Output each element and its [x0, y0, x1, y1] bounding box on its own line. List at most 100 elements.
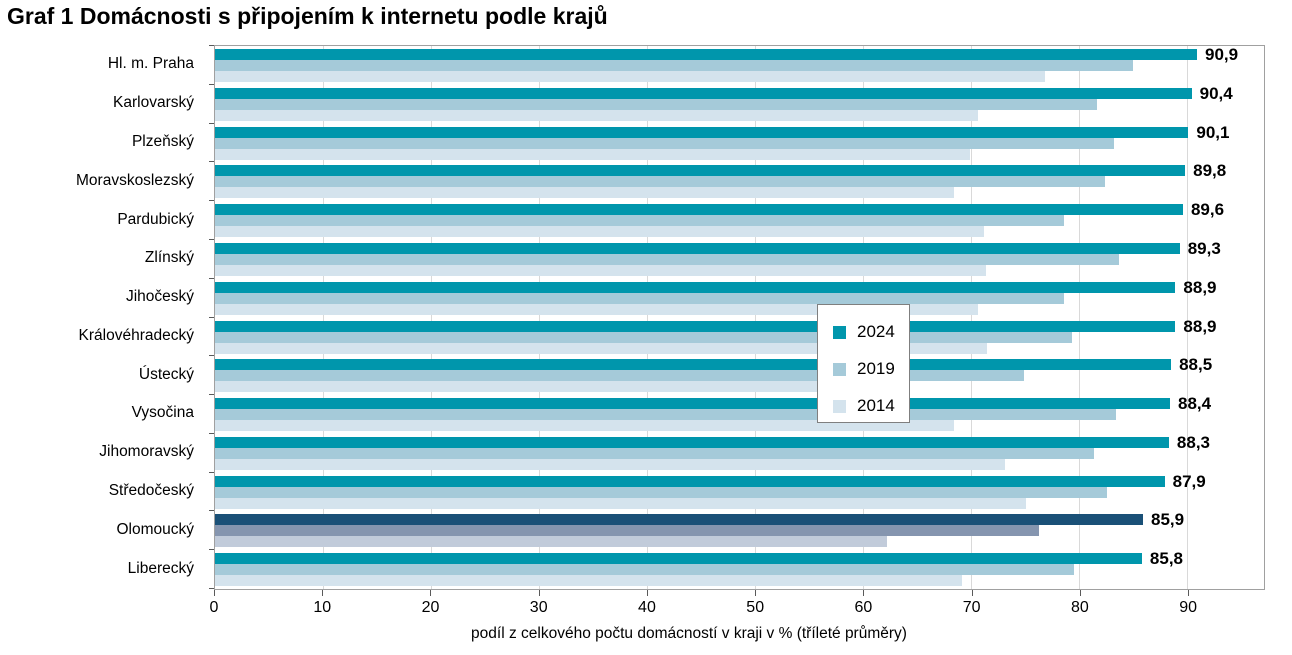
bar-2019-Karlovarský	[215, 98, 1097, 110]
bar-2019-Olomoucký	[215, 525, 1040, 537]
x-tick-label-40: 40	[638, 599, 656, 616]
gridline-70	[971, 46, 973, 589]
gridline-20	[431, 46, 433, 589]
value-label-Královéhradecký: 88,9	[1183, 316, 1217, 336]
value-label-Pardubický: 89,6	[1190, 200, 1225, 220]
value-label-Ústecký: 88,5	[1179, 355, 1213, 375]
x-tick-0	[214, 590, 215, 596]
bar-2014-Středočeský	[215, 497, 1027, 509]
value-label-Hl. m. Praha: 90,9	[1205, 45, 1239, 64]
y-axis-tick	[209, 510, 214, 512]
x-tick-label-60: 60	[854, 599, 873, 616]
y-axis-tick	[209, 394, 214, 396]
y-axis-label-Ústecký: Ústecký	[138, 365, 194, 383]
gridline-10	[323, 46, 325, 589]
x-tick-20	[430, 590, 432, 596]
gridline-90	[1187, 46, 1189, 589]
legend-swatch-2014	[833, 399, 846, 413]
bar-2024-Olomoucký	[215, 514, 1143, 526]
x-tick-label-70: 70	[962, 599, 981, 616]
y-axis-tick	[209, 45, 214, 46]
value-label-Zlínský: 89,3	[1187, 238, 1221, 258]
legend-label-2019: 2019	[857, 359, 895, 378]
bar-2019-Liberecký	[215, 564, 1074, 576]
legend-swatch-2019	[833, 362, 846, 376]
bar-2024-Liberecký	[215, 553, 1142, 565]
x-tick-40	[646, 590, 648, 596]
gridline-50	[755, 46, 757, 589]
y-axis-label-Zlínský: Zlínský	[144, 249, 194, 267]
y-axis-tick	[209, 238, 214, 240]
bar-2024-Plzeňský	[215, 126, 1189, 138]
bar-2019-Jihočeský	[215, 292, 1065, 304]
bar-2024-Jihomoravský	[215, 436, 1169, 448]
bar-2014-Jihomoravský	[215, 458, 1005, 470]
y-axis-tick	[209, 122, 214, 124]
chart-row-Moravskoslezský: 89,8	[215, 162, 1264, 201]
y-axis-label-Liberecký: Liberecký	[127, 559, 194, 577]
plot-area: 90,9 90,4 90,1 89,8 89,6 89,3 88,9 88,9 88,5 88,4…	[214, 45, 1265, 590]
y-axis-label-Plzeňský: Plzeňský	[131, 132, 194, 150]
gridline-80	[1079, 46, 1081, 589]
x-axis-title: podíl z celkového počtu domácností v kra…	[471, 625, 907, 642]
legend-label-2014: 2014	[857, 396, 895, 415]
y-axis-label-Jihočeský: Jihočeský	[125, 288, 194, 306]
bar-2014-Ústecký	[215, 381, 897, 393]
x-tick-label-30: 30	[529, 599, 548, 616]
bar-2014-Hl. m. Praha	[215, 71, 1045, 82]
x-tick-label-10: 10	[313, 599, 332, 616]
bar-2024-Vysočina	[215, 398, 1170, 410]
legend: 2024 2019 2014	[817, 304, 910, 423]
bar-rows: 90,9 90,4 90,1 89,8 89,6 89,3 88,9 88,9 88,5 88,4…	[215, 46, 1264, 589]
bar-2019-Jihomoravský	[215, 447, 1095, 459]
bar-2024-Středočeský	[215, 475, 1165, 487]
chart-row-Zlínský: 89,3	[215, 240, 1264, 279]
x-tick-label-80: 80	[1071, 599, 1089, 616]
y-axis-label-Karlovarský: Karlovarský	[113, 94, 194, 112]
bar-2019-Pardubický	[215, 215, 1065, 227]
x-tick-50	[755, 590, 757, 596]
x-tick-label-0: 0	[209, 599, 219, 616]
y-axis-labels: Hl. m. Praha Karlovarský Plzeňský Moravskos…	[0, 45, 204, 590]
bar-2014-Liberecký	[215, 575, 962, 587]
chart-row-Liberecký: 85,8	[215, 550, 1264, 589]
bar-2014-Plzeňský	[215, 148, 971, 160]
x-tick-10	[322, 590, 324, 596]
y-axis-tick	[209, 316, 214, 318]
legend-swatch-2024	[833, 325, 846, 339]
chart-row-Jihočeský: 88,9	[215, 279, 1264, 318]
chart-row-Pardubický: 89,6	[215, 201, 1264, 240]
bar-2019-Vysočina	[215, 409, 1116, 421]
bar-2024-Hl. m. Praha	[215, 49, 1198, 60]
bar-2024-Jihočeský	[215, 281, 1176, 293]
value-label-Středočeský: 87,9	[1172, 471, 1206, 491]
chart-row-Středočeský: 87,9	[215, 473, 1264, 512]
gridline-40	[647, 46, 649, 589]
bar-2019-Moravskoslezský	[215, 176, 1106, 188]
value-label-Moravskoslezský: 89,8	[1193, 161, 1227, 181]
bar-2024-Karlovarský	[215, 87, 1192, 99]
y-axis-tick	[209, 588, 214, 589]
x-tick-80	[1079, 590, 1081, 596]
chart-row-Olomoucký: 85,9	[215, 511, 1264, 550]
value-label-Jihočeský: 88,9	[1183, 277, 1217, 297]
y-axis-label-Královéhradecký: Královéhradecký	[78, 326, 194, 344]
y-axis-label-Vysočina: Vysočina	[131, 404, 194, 422]
bar-2014-Moravskoslezský	[215, 187, 954, 199]
y-axis-label-Pardubický: Pardubický	[117, 210, 194, 228]
y-axis-label-Olomoucký: Olomoucký	[116, 520, 194, 538]
chart-row-Plzeňský: 90,1	[215, 124, 1264, 163]
y-axis-label-Středočeský: Středočeský	[108, 482, 194, 500]
bar-2024-Královéhradecký	[215, 320, 1176, 332]
x-tick-label-50: 50	[746, 599, 765, 616]
y-axis-tick	[209, 83, 214, 85]
y-axis-tick	[209, 200, 214, 202]
bar-2014-Pardubický	[215, 226, 985, 238]
gridline-30	[539, 46, 541, 589]
chart-title: Graf 1 Domácnosti s připojením k interne…	[7, 3, 608, 29]
bar-2019-Plzeňský	[215, 137, 1114, 149]
value-label-Karlovarský: 90,4	[1199, 83, 1233, 103]
x-tick-90	[1188, 590, 1190, 596]
bar-2019-Ústecký	[215, 370, 1025, 382]
chart-row-Karlovarský: 90,4	[215, 85, 1264, 124]
